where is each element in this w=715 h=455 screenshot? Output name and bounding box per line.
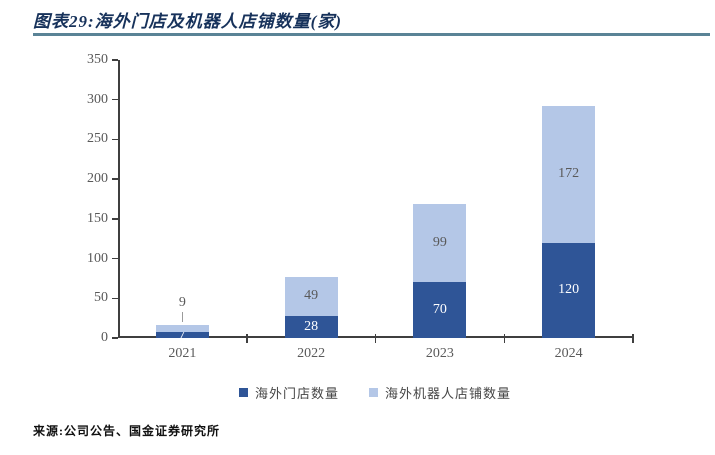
y-axis-tick [112,98,118,101]
bar-segment-robot-shops [155,325,209,333]
title-rule [33,33,710,36]
y-axis-tick-label: 150 [87,210,108,226]
bar-segment-robot-shops [284,276,338,316]
legend-item: 海外门店数量 [238,383,339,402]
data-label: 7 [178,327,186,343]
y-axis-tick-label: 300 [87,91,108,107]
x-axis-tick [246,334,248,343]
bar-segment-stores [413,282,467,338]
bar-segment-robot-shops [413,203,467,283]
data-label: 120 [558,282,580,298]
legend-swatch-icon [369,387,378,397]
x-axis-category-label: 2024 [554,346,583,361]
figure-title: 图表29:海外门店及机器人店铺数量(家) [33,12,342,31]
y-axis-tick [112,297,118,300]
y-axis-tick [112,59,118,61]
legend: 海外门店数量 海外机器人店铺数量 [60,383,690,401]
bar-segment-robot-shops [542,106,596,243]
y-axis-tick-label: 350 [87,52,108,67]
x-axis-tick [632,334,634,343]
data-label: 172 [558,166,580,182]
y-axis-tick [112,178,118,180]
x-axis-tick [503,334,505,343]
legend-swatch-icon [238,387,248,397]
x-axis-category-label: 2022 [297,346,326,361]
x-axis-tick [374,334,377,343]
y-axis-tick-label: 100 [87,250,108,266]
data-label: 70 [432,302,447,318]
x-axis-category-label: 2021 [168,346,197,361]
bar-segment-stores [542,242,596,338]
bar-segment-stores [155,332,209,338]
data-label: 99 [432,235,447,251]
y-axis-tick [112,337,118,339]
y-axis-tick-label: 200 [87,171,108,187]
y-axis-tick-label: 0 [101,330,108,345]
y-axis-tick [112,218,118,220]
legend-label: 海外门店数量 [254,385,339,401]
y-axis-tick [112,257,118,260]
source-note: 来源:公司公告、国金证券研究所 [33,424,220,438]
y-axis-tick [112,138,118,141]
data-label: 9 [178,295,186,311]
y-axis-tick-label: 50 [94,290,108,306]
data-label: 28 [304,318,319,334]
bar-segment-stores [284,315,338,338]
y-axis-tick-label: 250 [87,131,108,147]
legend-label: 海外机器人店铺数量 [385,385,512,401]
data-label-leader-line [181,312,183,323]
x-axis-category-label: 2023 [425,346,454,361]
legend-item: 海外机器人店铺数量 [369,383,511,402]
data-label: 49 [304,288,319,304]
